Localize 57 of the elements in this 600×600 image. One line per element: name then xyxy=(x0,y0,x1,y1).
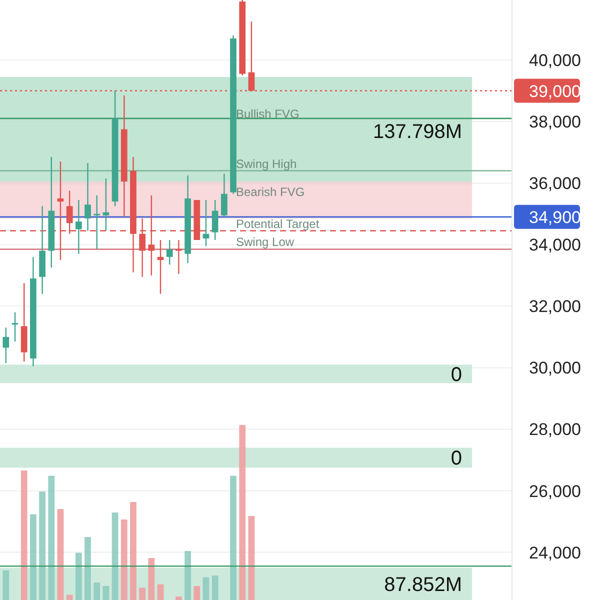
candlestick xyxy=(166,239,173,266)
candlestick xyxy=(94,194,100,250)
annotation: Swing Low xyxy=(236,235,294,250)
bar xyxy=(57,509,64,600)
bar xyxy=(39,492,46,600)
band-label: 0 xyxy=(450,364,462,386)
candlestick xyxy=(12,312,18,342)
ref-line-label: 39,000 xyxy=(529,82,581,101)
y-tick-label: 26,000 xyxy=(529,482,581,501)
bar xyxy=(176,596,182,600)
bar xyxy=(94,582,100,600)
y-tick-label: 38,000 xyxy=(529,112,581,132)
bar xyxy=(148,558,155,600)
candlestick xyxy=(202,199,210,247)
bar xyxy=(202,577,210,600)
bar xyxy=(75,552,82,600)
bar xyxy=(139,588,146,600)
band-label: 137.798M xyxy=(373,120,462,143)
candlestick xyxy=(102,178,110,232)
candlestick xyxy=(176,239,182,274)
y-tick-label: 36,000 xyxy=(529,174,581,194)
annotation: Bearish FVG xyxy=(236,185,305,199)
candlestick xyxy=(84,162,91,232)
band-label: 0 xyxy=(450,448,462,470)
bar xyxy=(20,470,28,600)
bar xyxy=(157,584,164,600)
bar xyxy=(102,586,110,600)
candlestick xyxy=(157,239,164,294)
annotation: Swing High xyxy=(236,156,297,171)
y-tick-label: 32,000 xyxy=(529,297,581,316)
candlestick xyxy=(220,173,228,218)
candlestick xyxy=(75,199,82,254)
bar xyxy=(84,537,91,600)
candlestick xyxy=(212,199,218,241)
bar xyxy=(184,551,191,600)
y-tick-label: 34,000 xyxy=(529,236,581,255)
annotation: Potential Target xyxy=(236,216,320,231)
bar xyxy=(120,520,128,600)
band-label: 87.852M xyxy=(384,574,462,596)
bar xyxy=(194,586,200,600)
bar xyxy=(66,594,73,600)
bar xyxy=(112,512,118,600)
annotation: Bullish FVG xyxy=(236,107,300,121)
y-tick-label: 24,000 xyxy=(529,543,581,562)
bar xyxy=(2,570,10,600)
bar xyxy=(130,502,136,600)
y-tick-label: 40,000 xyxy=(529,51,581,70)
bar xyxy=(30,514,36,600)
bar xyxy=(230,476,236,600)
bar xyxy=(239,425,246,600)
candlestick xyxy=(2,327,10,364)
bar xyxy=(212,576,218,600)
ref-line-label: 34,900 xyxy=(529,208,581,227)
y-tick-label: 30,000 xyxy=(529,358,581,378)
bar xyxy=(48,476,55,600)
y-tick-label: 28,000 xyxy=(529,420,581,440)
bar xyxy=(248,516,255,600)
